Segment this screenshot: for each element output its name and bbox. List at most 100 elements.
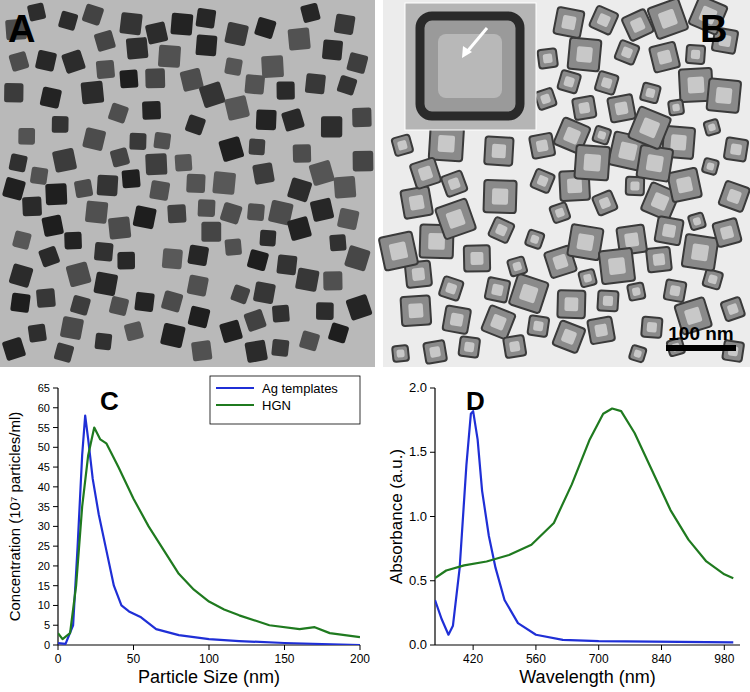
particle-void	[389, 241, 409, 261]
nanocube	[60, 316, 84, 340]
nanocube	[334, 13, 356, 35]
hollow-particle	[438, 276, 464, 302]
y-tick	[53, 526, 58, 527]
particle-void	[583, 154, 601, 172]
particle-void	[692, 217, 701, 226]
particle-void	[658, 8, 679, 29]
particle-void	[646, 154, 665, 173]
x-tick	[133, 645, 134, 650]
nanocube	[160, 322, 186, 348]
hollow-particle	[391, 134, 413, 156]
inset-particle	[420, 16, 520, 116]
nanocube	[198, 199, 216, 217]
hollow-particle	[629, 345, 647, 363]
particle-void	[509, 341, 521, 353]
particle-void	[492, 144, 507, 159]
x-tick	[598, 645, 599, 650]
particle-void	[450, 313, 464, 327]
nanocube	[85, 200, 109, 224]
hollow-particle	[481, 305, 516, 340]
hollow-particle	[557, 70, 581, 94]
hollow-particle	[706, 78, 741, 113]
x-axis-label: Wavelength (nm)	[519, 667, 655, 687]
particle-void	[630, 181, 639, 190]
x-tick-label: 700	[589, 652, 609, 666]
nanocube	[352, 108, 372, 128]
chart: 4205607008409800.00.51.01.52.0Wavelength…	[387, 380, 740, 687]
x-tick	[473, 645, 474, 650]
particle-void	[687, 76, 704, 93]
nanocube	[287, 216, 313, 242]
nanocube	[334, 176, 357, 199]
particle-void	[720, 225, 735, 240]
nanocube	[191, 340, 213, 362]
nanocube	[65, 261, 91, 287]
hollow-particle	[578, 269, 597, 288]
y-tick	[53, 427, 58, 428]
hollow-particle	[525, 229, 545, 249]
particle-void	[408, 194, 424, 210]
particle-void	[601, 77, 613, 89]
nanocube	[248, 138, 265, 155]
particle-void	[578, 102, 590, 114]
y-tick-label: 0	[44, 639, 50, 651]
nanocube	[170, 13, 193, 36]
y-tick-label: 1.0	[409, 509, 427, 524]
hollow-particle	[688, 212, 707, 231]
hollow-particle	[614, 40, 640, 66]
particle-void	[657, 49, 673, 65]
y-axis-label: Concentration (10⁷ particles/ml)	[6, 412, 23, 622]
hollow-particle	[503, 335, 526, 358]
particle-void	[564, 297, 578, 311]
nanocube	[30, 166, 49, 185]
y-tick	[53, 605, 58, 606]
inset	[405, 3, 536, 130]
particle-void	[428, 233, 445, 250]
nanocube	[129, 133, 146, 150]
particle-void	[563, 76, 575, 88]
nanocube	[246, 249, 269, 272]
panel-label: B	[700, 8, 727, 50]
nanocube	[195, 34, 217, 56]
y-tick-label: 30	[38, 520, 50, 532]
nanocube	[110, 147, 131, 168]
particle-void	[650, 192, 670, 212]
particle-void	[495, 223, 509, 237]
nanocube	[243, 308, 267, 332]
nanocube	[322, 39, 343, 60]
particle-void	[594, 323, 608, 337]
chart: 05010015020005101520253035404550556065Pa…	[6, 376, 370, 687]
nanocube	[4, 83, 23, 102]
nanocube	[230, 284, 251, 305]
particle-void	[670, 134, 687, 151]
x-tick-label: 0	[55, 652, 62, 666]
particle-void	[691, 50, 701, 60]
particle-void	[691, 243, 709, 261]
hollow-particle	[534, 87, 557, 110]
nanocube	[316, 302, 334, 320]
particle-void	[726, 188, 742, 204]
y-tick-label: 1.5	[409, 444, 427, 459]
legend-box	[210, 376, 360, 424]
nanocube	[201, 222, 221, 242]
nanocube	[58, 10, 79, 31]
hollow-particle	[607, 94, 636, 123]
particle-void	[730, 143, 742, 155]
nanocube	[186, 174, 206, 194]
particle-void	[618, 141, 638, 161]
particle-void	[445, 209, 466, 230]
y-tick	[53, 506, 58, 507]
hollow-particle	[484, 277, 510, 303]
hollow-particle	[592, 125, 612, 145]
particle-void	[629, 17, 645, 33]
x-tick	[535, 645, 536, 650]
particle-void	[470, 252, 483, 265]
hollow-particle	[712, 218, 742, 248]
nanocube	[119, 69, 138, 88]
hollow-particle	[400, 295, 431, 326]
nanocube	[80, 81, 104, 105]
hollow-particle	[641, 317, 662, 338]
legend-label: HGN	[262, 398, 291, 413]
y-tick-label: 40	[38, 481, 50, 493]
plot-area	[435, 409, 733, 643]
